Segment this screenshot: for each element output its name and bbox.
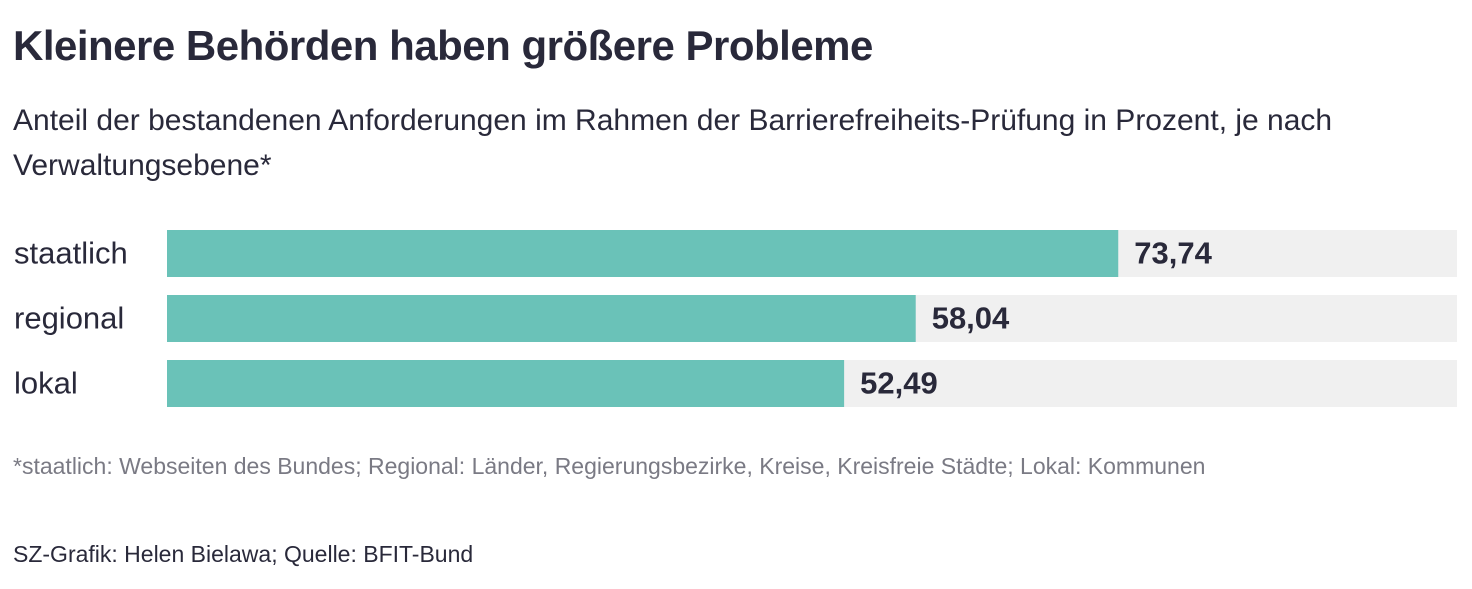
- chart-subtitle: Anteil der bestandenen Anforderungen im …: [13, 104, 1333, 182]
- category-label: regional: [14, 301, 124, 336]
- bar: [167, 230, 1119, 277]
- value-label: 58,04: [932, 301, 1010, 336]
- bar: [167, 360, 845, 407]
- bar: [167, 295, 916, 342]
- value-label: 73,74: [1134, 236, 1212, 271]
- footnote: *staatlich: Webseiten des Bundes; Region…: [13, 453, 1206, 479]
- value-label: 52,49: [860, 366, 938, 401]
- source: SZ-Grafik: Helen Bielawa; Quelle: BFIT-B…: [13, 541, 474, 567]
- chart-title: Kleinere Behörden haben größere Probleme: [13, 22, 873, 69]
- category-label: lokal: [14, 366, 78, 401]
- chart: staatlich 73,74 regional 58,04 lokal 52,49: [14, 230, 1457, 407]
- category-label: staatlich: [14, 236, 128, 271]
